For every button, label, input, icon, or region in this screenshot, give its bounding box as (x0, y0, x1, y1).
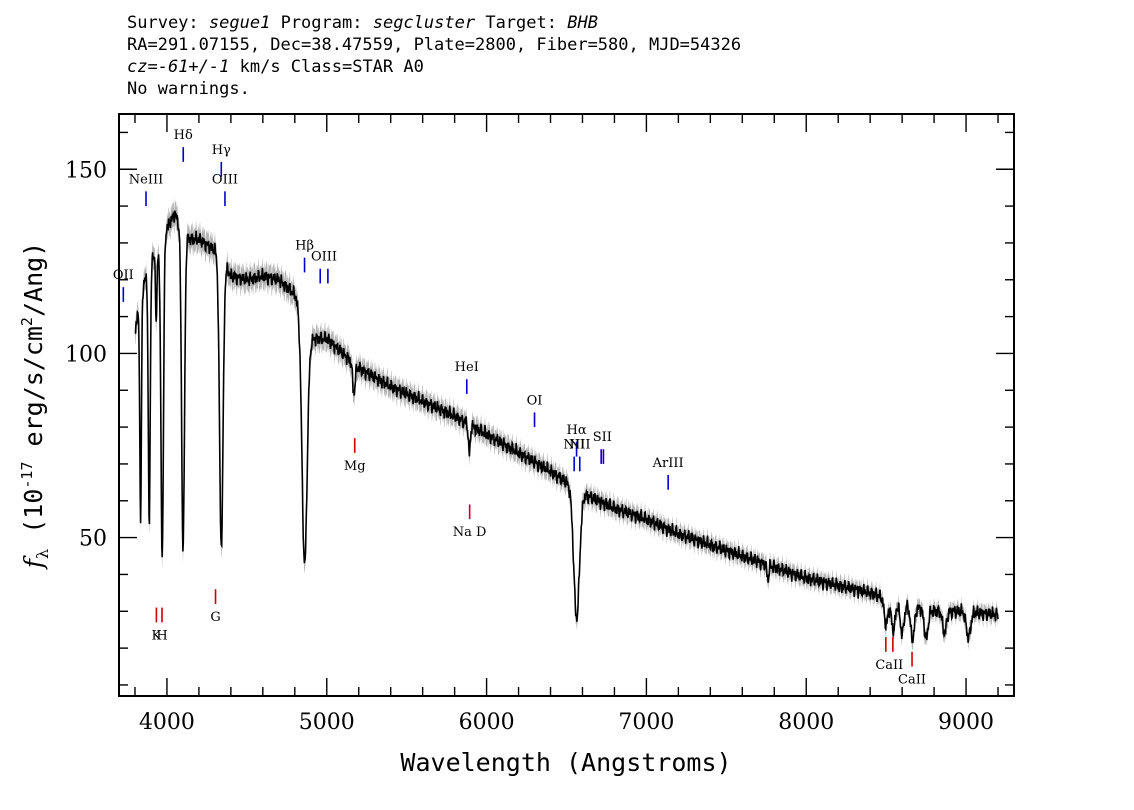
warnings-row: No warnings. (127, 79, 250, 99)
x-tick-label: 8000 (778, 710, 834, 735)
svg-text:fλ (10-17 erg/s/cm2/Ang): fλ (10-17 erg/s/cm2/Ang) (18, 242, 52, 570)
emission-line-label: OII (113, 268, 134, 283)
x-axis-title: Wavelength (Angstroms) (400, 748, 731, 777)
emission-line-label: OIII (212, 172, 238, 187)
plot-frame (118, 113, 1015, 697)
survey-value: segue1 (208, 13, 271, 33)
coordinates-row: RA=291.07155, Dec=38.47559, Plate=2800, … (127, 35, 742, 55)
emission-line-label: Hγ (212, 143, 231, 158)
emission-line-label: OI (527, 393, 543, 408)
absorption-line-label: CaII (898, 673, 926, 688)
absorption-line-label: H (156, 628, 167, 643)
emission-line-label: NII (563, 438, 585, 453)
spectrum-header: Survey: segue1 Program: segcluster Targe… (127, 12, 741, 100)
emission-line-label: HeI (455, 360, 479, 375)
absorption-line-label: G (210, 610, 220, 625)
emission-line-label: ArIII (652, 456, 684, 471)
target-label: Target: (485, 13, 557, 33)
program-value: segcluster (372, 13, 476, 33)
absorption-line-label: K (152, 628, 162, 643)
absorption-line-label: Mg (344, 459, 366, 474)
spectrum-line (134, 210, 999, 644)
y-tick-label: 150 (65, 158, 107, 183)
emission-line-label: Hβ (295, 239, 314, 254)
redshift-row: cz=-61+/-1 km/s Class=STAR A0 (127, 56, 741, 78)
emission-line-label: NeIII (129, 172, 163, 187)
target-value: BHB (567, 13, 598, 33)
x-tick-label: 9000 (938, 710, 994, 735)
absorption-line-label: Na D (453, 525, 487, 540)
survey-row: Survey: segue1 Program: segcluster Targe… (127, 12, 741, 34)
y-tick-label: 50 (79, 527, 107, 552)
emission-line-label: SII (593, 430, 612, 445)
cz-value: -61+/-1 (157, 57, 230, 77)
y-axis-title: fλ (10-17 erg/s/cm2/Ang) (18, 242, 52, 570)
emission-line-label: NII (569, 438, 591, 453)
cz-unit-class: km/s Class=STAR A0 (239, 57, 424, 77)
survey-label: Survey: (127, 13, 199, 33)
x-tick-label: 5000 (299, 710, 355, 735)
cz-label: cz= (127, 57, 158, 77)
x-tick-label: 7000 (618, 710, 674, 735)
emission-line-label: Hδ (174, 128, 193, 143)
absorption-line-label: CaII (875, 658, 903, 673)
y-tick-label: 100 (65, 342, 107, 367)
x-tick-label: 4000 (139, 710, 195, 735)
program-label: Program: (280, 13, 363, 33)
emission-line-label: OIII (311, 250, 337, 265)
x-tick-label: 6000 (459, 710, 515, 735)
emission-line-label: Hα (567, 423, 587, 438)
